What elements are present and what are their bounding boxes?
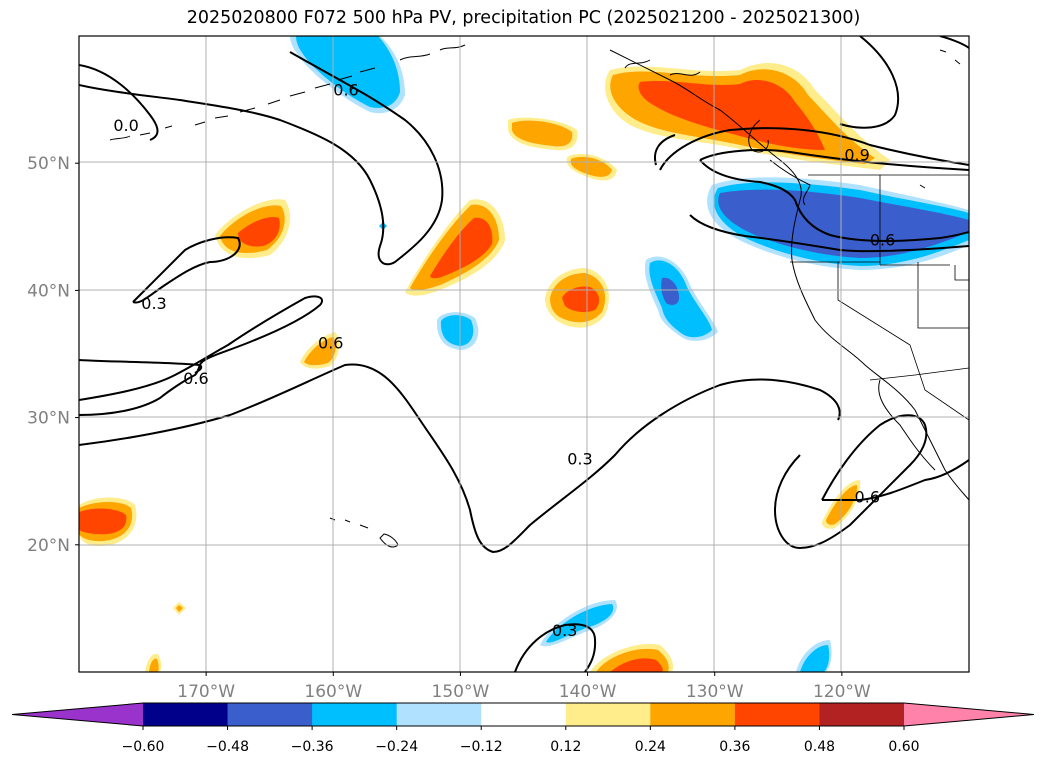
colorbar-segment (227, 703, 313, 726)
colorbar-tick-label: 0.60 (888, 739, 919, 755)
colorbar-tick-label: 0.24 (635, 739, 666, 755)
colorbar-segment (734, 703, 820, 726)
colorbar-tick-label: −0.48 (206, 739, 249, 755)
lon-tick-label: 170°W (177, 682, 235, 702)
longitude-tick-labels: 170°W 160°W 150°W 140°W 130°W 120°W (177, 672, 871, 702)
colorbar-segment (481, 703, 567, 726)
contour-label: 0.3 (552, 621, 577, 640)
colorbar-segment (396, 703, 482, 726)
colorbar-tick-label: −0.60 (122, 739, 165, 755)
colorbar-tick-label: −0.12 (460, 739, 503, 755)
lon-tick-label: 160°W (304, 682, 362, 702)
contour-label: 0.6 (183, 369, 208, 388)
lon-tick-label: 130°W (686, 682, 744, 702)
coastlines (109, 44, 969, 548)
latitude-tick-labels: 50°N 40°N 30°N 20°N (27, 154, 79, 556)
lat-tick-label: 50°N (27, 154, 70, 174)
colorbar-segment (819, 703, 905, 726)
contour-label: 0.6 (333, 80, 358, 99)
lon-tick-label: 140°W (559, 682, 617, 702)
contour-label: 0.6 (870, 231, 895, 250)
contour-label: 0.0 (113, 116, 138, 135)
lat-tick-label: 20°N (27, 536, 70, 556)
colorbar: −0.60 −0.48 −0.36 −0.24 −0.12 0.12 0.24 0.36 0.4… (11, 702, 1035, 755)
colorbar-tick-label: 0.36 (719, 739, 750, 755)
colorbar-segment (143, 703, 229, 726)
political-borders (790, 174, 969, 421)
colorbar-tick-label: −0.24 (375, 739, 418, 755)
gridlines (79, 36, 969, 672)
contour-label: 0.9 (844, 145, 869, 164)
map-frame (78, 35, 970, 673)
contour-label: 0.6 (318, 334, 343, 353)
lat-tick-label: 40°N (27, 281, 70, 301)
contour-label: 0.3 (567, 449, 592, 468)
colorbar-tick-label: 0.48 (804, 739, 835, 755)
map-panel: 0.9 0.6 0.6 0.6 0.6 0.6 0.3 0.3 0.3 0.0 (79, 36, 969, 672)
lat-tick-label: 30°N (27, 409, 70, 429)
colorbar-segment (565, 703, 651, 726)
pv-contours (79, 36, 969, 672)
contour-label: 0.6 (855, 487, 880, 506)
lon-tick-label: 150°W (432, 682, 490, 702)
colorbar-segment (650, 703, 736, 726)
colorbar-tick-label: 0.12 (550, 739, 581, 755)
lon-tick-label: 120°W (813, 682, 871, 702)
colorbar-extend-high (904, 703, 1034, 726)
contour-label: 0.3 (141, 294, 166, 313)
colorbar-segment (312, 703, 398, 726)
map-title: 2025020800 F072 500 hPa PV, precipitatio… (186, 8, 861, 28)
colorbar-extend-low (12, 703, 143, 726)
colorbar-tick-label: −0.36 (291, 739, 334, 755)
contour-labels: 0.9 0.6 0.6 0.6 0.6 0.6 0.3 0.3 0.3 0.0 (113, 80, 895, 640)
